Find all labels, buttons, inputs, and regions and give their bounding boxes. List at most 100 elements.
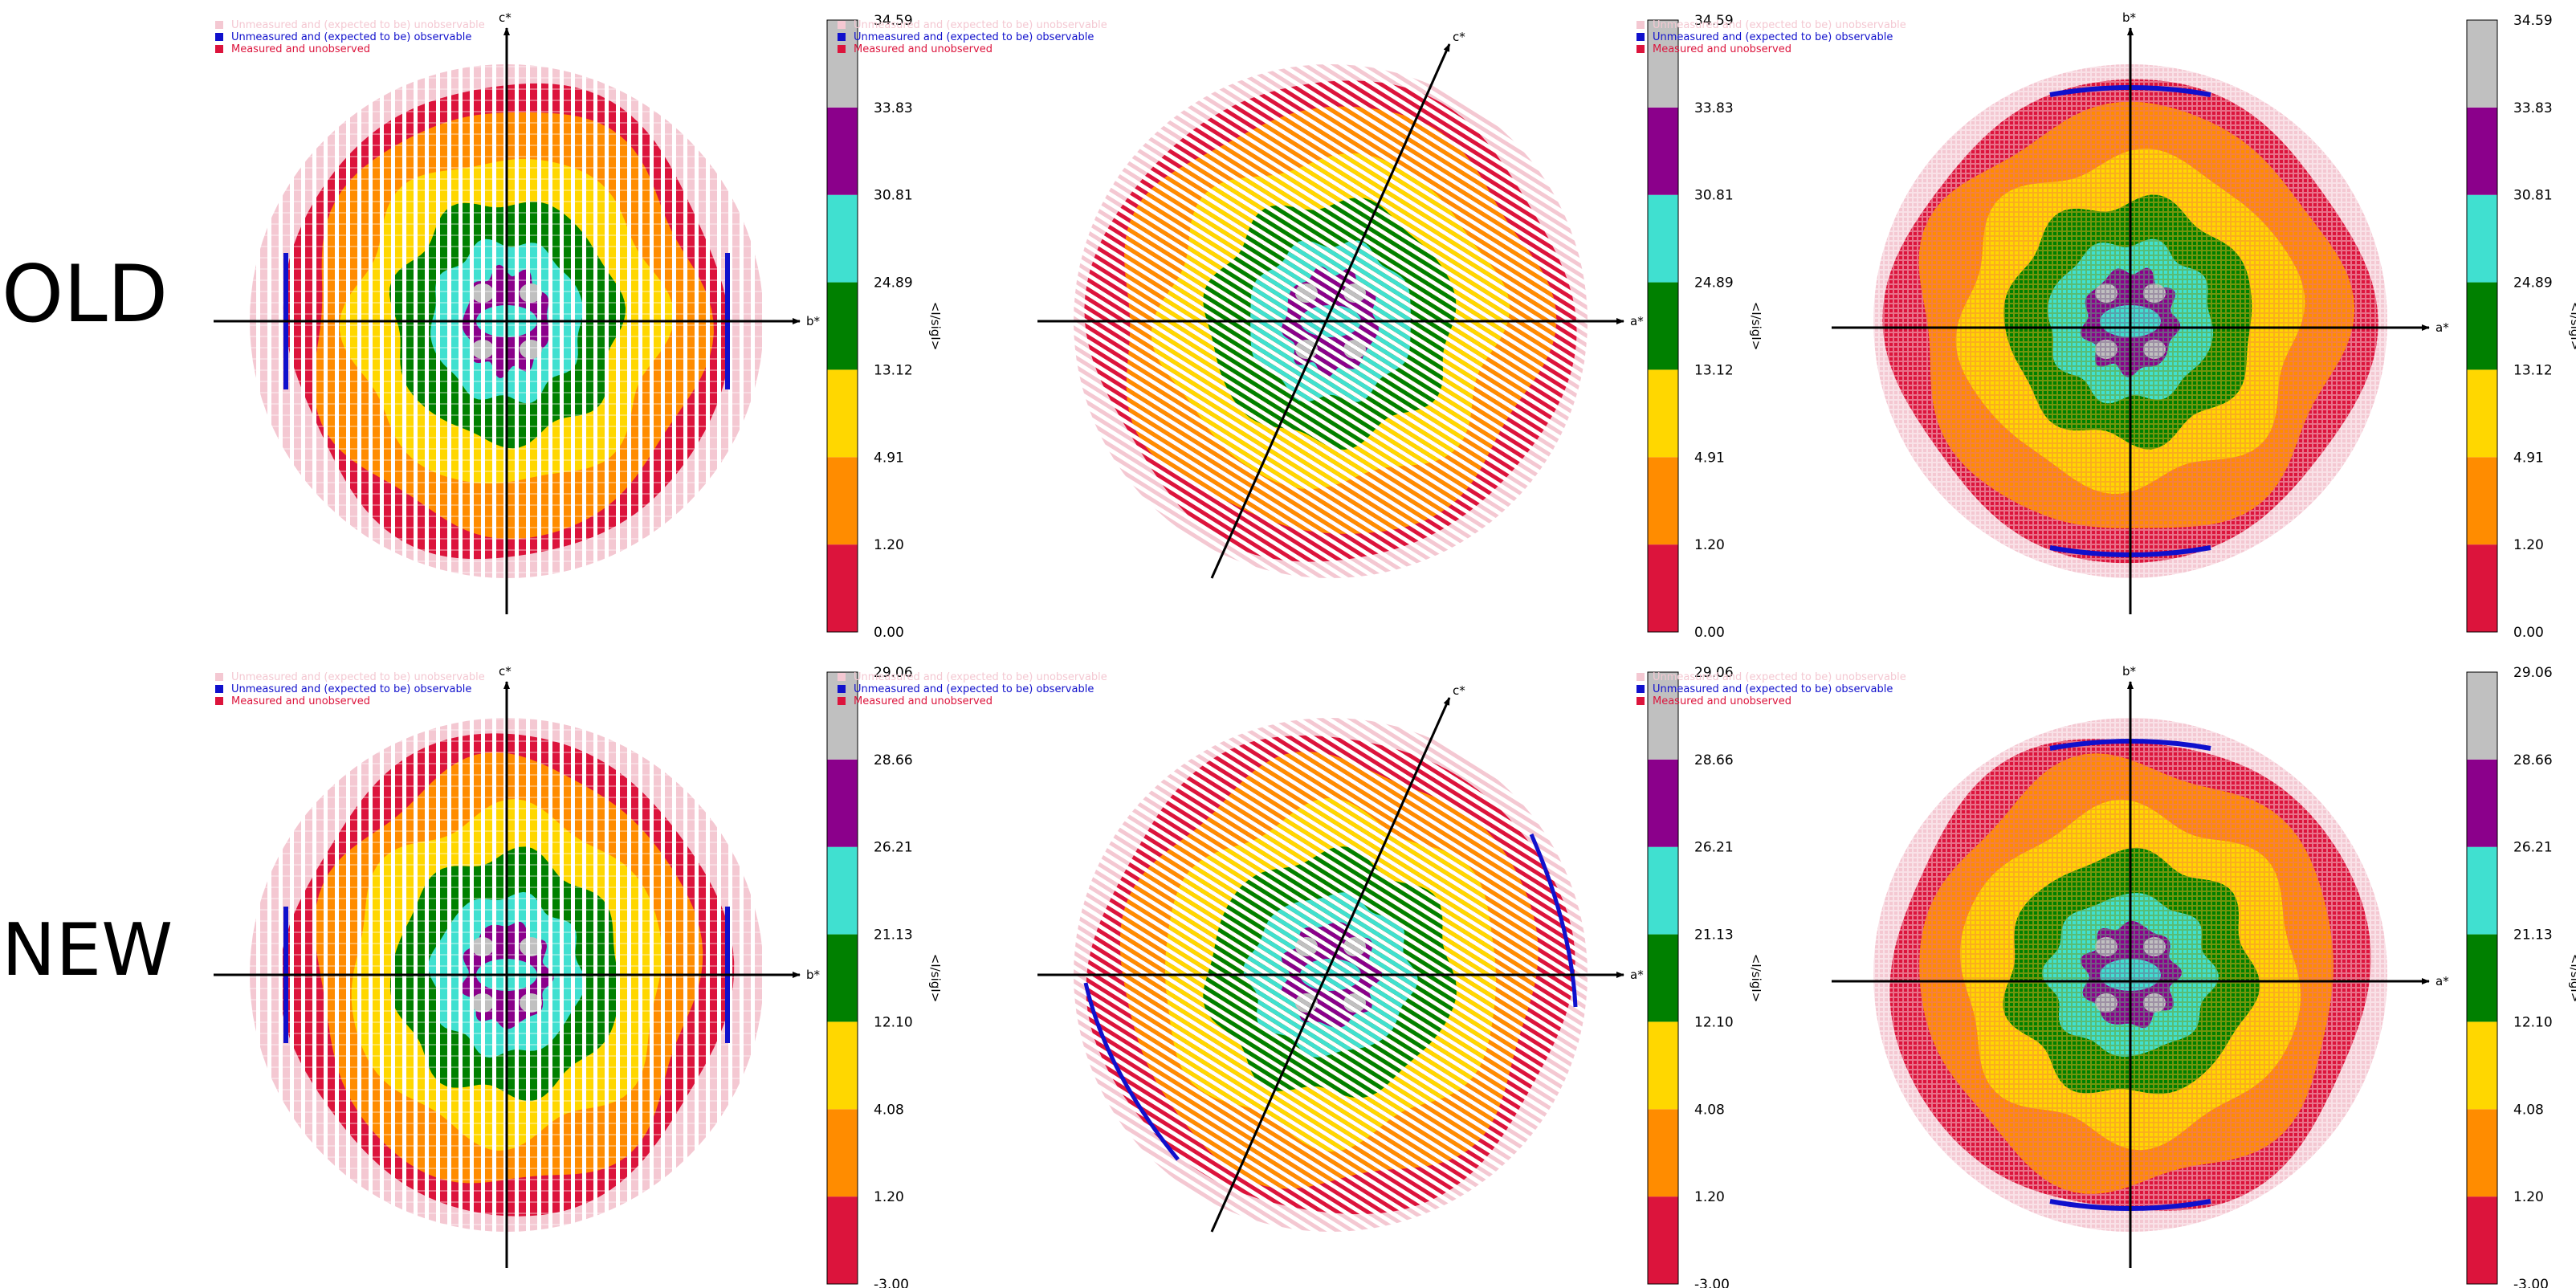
high-intensity-spot — [2143, 993, 2166, 1013]
high-intensity-spot — [471, 283, 494, 303]
axes: a* c* — [1037, 30, 1644, 579]
high-intensity-spot — [2095, 937, 2117, 956]
legend-entry: Measured and unobserved — [231, 695, 370, 707]
panel-new-2: Unmeasured and (expected to be) unobserv… — [838, 665, 1763, 1288]
legend: Unmeasured and (expected to be) unobserv… — [838, 19, 1107, 55]
legend: Unmeasured and (expected to be) unobserv… — [1636, 671, 1906, 707]
colorbar-tick-label: 21.13 — [874, 927, 913, 944]
colorbar-tick-label: -3.00 — [1694, 1277, 1730, 1288]
observable-edge — [1529, 834, 1578, 1008]
vertical-axis — [1210, 43, 1451, 579]
legend-entry: Unmeasured and (expected to be) observab… — [1653, 683, 1893, 695]
colorbar-segment — [1648, 759, 1678, 847]
colorbar-tick-label: 1.20 — [874, 1189, 904, 1205]
colorbar-segment — [2467, 544, 2497, 632]
colorbar-segment — [2467, 672, 2497, 760]
legend-swatch — [1636, 673, 1645, 681]
high-intensity-spot — [2143, 937, 2166, 956]
colorbar-segment — [1648, 1021, 1678, 1110]
colorbar-title: <I/sigI> — [2568, 954, 2576, 1003]
colorbar-segment — [827, 1109, 858, 1197]
colorbar-title: <I/sigI> — [2568, 302, 2576, 351]
high-intensity-spot — [471, 993, 494, 1013]
colorbar-frame — [2466, 19, 2498, 633]
legend-swatch — [838, 33, 846, 41]
colorbar: 0.00 1.20 4.91 13.12 24.89 30.81 33.83 34.59 <I/… — [826, 13, 943, 641]
legend-entry: Unmeasured and (expected to be) observab… — [854, 683, 1094, 695]
colorbar-segment — [827, 282, 858, 370]
legend-swatch — [215, 21, 223, 29]
colorbar-tick-label: 1.20 — [2513, 1189, 2544, 1205]
legend-entry: Measured and unobserved — [1653, 695, 1791, 707]
row-label-old: OLD — [2, 249, 168, 340]
colorbar-title: <I/sigI> — [1749, 954, 1763, 1003]
colorbar-tick-label: 4.91 — [1694, 450, 1725, 466]
colorbar-tick-label: 24.89 — [874, 275, 913, 291]
horizontal-axis-label: a* — [1630, 314, 1644, 328]
axes: a* b* — [1832, 664, 2449, 1268]
high-intensity-spot — [2095, 340, 2117, 359]
legend-swatch — [215, 45, 223, 53]
high-intensity-spot — [2095, 993, 2117, 1013]
colorbar-segment — [1648, 369, 1678, 458]
colorbar-tick-label: 34.59 — [2513, 13, 2553, 29]
high-intensity-spot — [2095, 283, 2117, 303]
panel-old-2: Unmeasured and (expected to be) unobserv… — [838, 13, 1763, 641]
legend-swatch — [215, 673, 223, 681]
legend-entry: Unmeasured and (expected to be) unobserv… — [231, 671, 485, 683]
colorbar-segment — [827, 544, 858, 632]
colorbar-segment — [2467, 369, 2497, 458]
colorbar-tick-label: 33.83 — [874, 100, 913, 116]
legend-entry: Measured and unobserved — [231, 43, 370, 55]
colorbar-tick-label: 13.12 — [1694, 362, 1734, 378]
colorbar-segment — [2467, 1109, 2497, 1197]
high-intensity-spot — [520, 340, 542, 359]
high-intensity-spot — [2143, 340, 2166, 359]
colorbar-tick-label: 26.21 — [1694, 840, 1734, 856]
vertical-axis-label: b* — [2122, 664, 2137, 679]
colorbar-segment — [827, 1196, 858, 1284]
high-intensity-spot — [1343, 937, 1366, 956]
colorbar-tick-label: 12.10 — [2513, 1014, 2553, 1030]
legend-entry: Measured and unobserved — [854, 43, 992, 55]
colorbar-tick-label: 13.12 — [2513, 362, 2553, 378]
colorbar-tick-label: -3.00 — [2513, 1277, 2549, 1288]
colorbar: -3.00 1.20 4.08 12.10 21.13 26.21 28.66 29.06 <I… — [2466, 665, 2576, 1288]
legend-entry: Unmeasured and (expected to be) unobserv… — [231, 19, 485, 31]
colorbar-title: <I/sigI> — [928, 954, 943, 1003]
colorbar-frame — [826, 671, 858, 1285]
legend-swatch — [1636, 21, 1645, 29]
legend-swatch — [838, 673, 846, 681]
high-intensity-spot — [1295, 283, 1318, 303]
legend-swatch — [1636, 697, 1645, 705]
colorbar: -3.00 1.20 4.08 12.10 21.13 26.21 28.66 29.06 <I… — [826, 665, 943, 1288]
colorbar-segment — [827, 457, 858, 545]
colorbar-title: <I/sigI> — [928, 302, 943, 351]
legend: Unmeasured and (expected to be) unobserv… — [215, 671, 485, 707]
colorbar-frame — [1647, 671, 1679, 1285]
panel-old-3: Unmeasured and (expected to be) unobserv… — [1636, 10, 2576, 641]
colorbar-tick-label: 4.91 — [2513, 450, 2544, 466]
high-intensity-spot — [471, 340, 494, 359]
colorbar-tick-label: 4.91 — [874, 450, 904, 466]
colorbar-tick-label: 28.66 — [874, 752, 913, 768]
legend-entry: Unmeasured and (expected to be) unobserv… — [854, 19, 1107, 31]
vertical-axis — [1210, 697, 1451, 1233]
colorbar-segment — [2467, 107, 2497, 195]
panel-new-3: Unmeasured and (expected to be) unobserv… — [1636, 664, 2576, 1288]
colorbar-tick-label: 1.20 — [874, 537, 904, 553]
colorbar: 0.00 1.20 4.91 13.12 24.89 30.81 33.83 34.59 <I/… — [2466, 13, 2576, 641]
colorbar-title: <I/sigI> — [1749, 302, 1763, 351]
colorbar-segment — [827, 107, 858, 195]
legend-swatch — [838, 685, 846, 693]
colorbar-tick-label: 12.10 — [874, 1014, 913, 1030]
colorbar-segment — [827, 1021, 858, 1110]
legend-entry: Unmeasured and (expected to be) observab… — [231, 31, 471, 43]
colorbar-segment — [1648, 20, 1678, 108]
colorbar-tick-label: 24.89 — [1694, 275, 1734, 291]
colorbar-segment — [1648, 672, 1678, 760]
legend-entry: Unmeasured and (expected to be) observab… — [231, 683, 471, 695]
vertical-axis-label: c* — [1453, 30, 1465, 44]
colorbar-tick-label: 12.10 — [1694, 1014, 1734, 1030]
horizontal-axis-label: a* — [2435, 320, 2449, 335]
